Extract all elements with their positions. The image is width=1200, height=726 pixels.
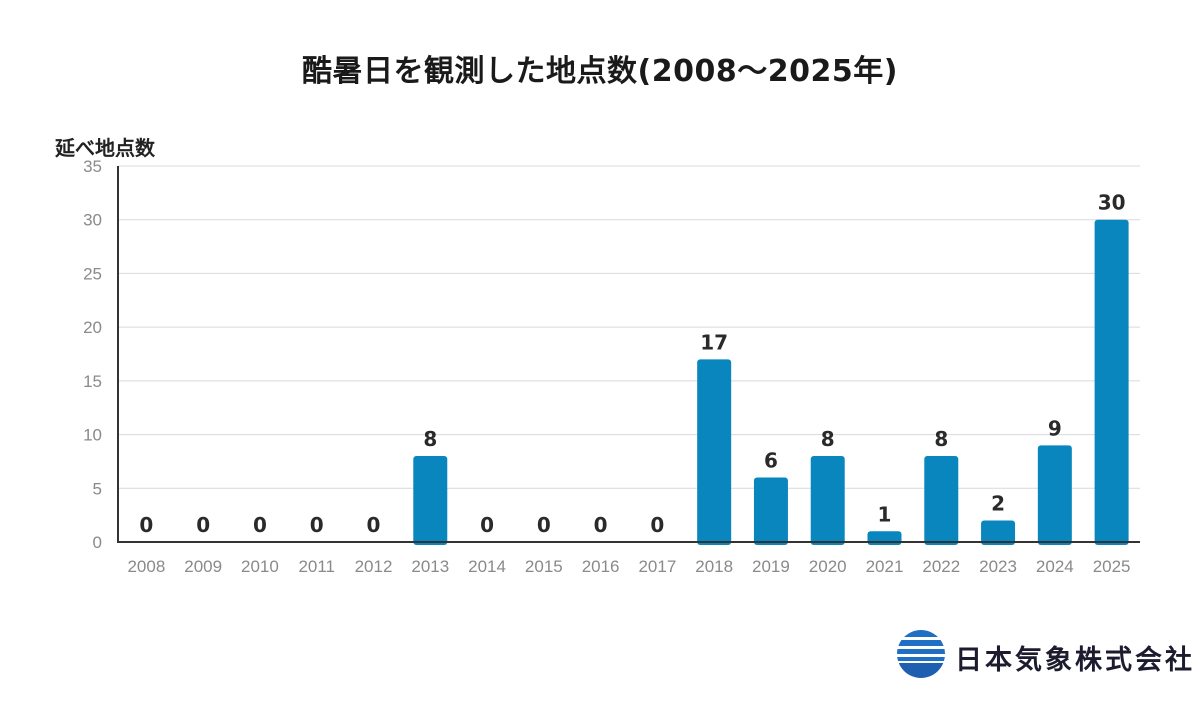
bar: [753, 477, 788, 545]
bar-value-label: 0: [196, 513, 210, 537]
bar-value-label: 8: [934, 427, 948, 451]
y-tick-label: 20: [83, 318, 102, 337]
bar-value-label: 0: [537, 513, 551, 537]
bar: [810, 456, 845, 545]
grid-lines: [118, 165, 1140, 489]
bar-value-label: 6: [764, 449, 778, 473]
bar-value-label: 0: [310, 513, 324, 537]
bar-value-label: 8: [821, 427, 835, 451]
bar-value-label: 30: [1098, 191, 1126, 215]
x-tick-label: 2019: [752, 557, 790, 576]
y-tick-label: 5: [93, 479, 102, 498]
x-tick-label: 2021: [866, 557, 904, 576]
bar-value-label: 2: [991, 492, 1005, 516]
bar: [924, 456, 959, 545]
bars: [413, 219, 1129, 545]
y-tick-label: 35: [83, 157, 102, 176]
globe-stripes-logo-icon: [897, 630, 945, 678]
chart-title: 酷暑日を観測した地点数(2008～2025年): [302, 54, 898, 89]
bar: [981, 520, 1016, 545]
y-tick-label: 30: [83, 211, 102, 230]
x-tick-label: 2017: [638, 557, 676, 576]
x-tick-label: 2008: [127, 557, 165, 576]
y-tick-labels: 0 5 10 15 20 25 30 35: [83, 157, 102, 552]
x-tick-label: 2022: [922, 557, 960, 576]
company-logo: 日本気象株式会社: [895, 628, 1192, 680]
y-tick-label: 10: [83, 426, 102, 445]
bar-value-label: 0: [253, 513, 267, 537]
x-tick-label: 2009: [184, 557, 222, 576]
bar-value-label: 0: [139, 513, 153, 537]
bar-value-label: 8: [423, 427, 437, 451]
x-tick-label: 2012: [355, 557, 393, 576]
x-tick-label: 2018: [695, 557, 733, 576]
bar: [1037, 445, 1072, 545]
x-tick-labels: 2008 2009 2010 2011 2012 2013 2014 2015 2016 2017…: [127, 557, 1130, 576]
x-tick-label: 2014: [468, 557, 506, 576]
x-tick-label: 2016: [582, 557, 620, 576]
x-tick-label: 2013: [411, 557, 449, 576]
x-tick-label: 2015: [525, 557, 563, 576]
company-name: 日本気象株式会社: [955, 645, 1195, 676]
bar-value-label: 9: [1048, 416, 1062, 440]
bar-value-label: 17: [700, 330, 728, 354]
x-tick-label: 2020: [809, 557, 847, 576]
y-tick-label: 15: [83, 372, 102, 391]
bar: [697, 359, 732, 545]
bar-value-label: 1: [878, 502, 892, 526]
bar-value-label: 0: [480, 513, 494, 537]
y-tick-label: 25: [83, 264, 102, 283]
x-tick-label: 2023: [979, 557, 1017, 576]
x-tick-label: 2025: [1093, 557, 1131, 576]
bar: [1094, 219, 1129, 545]
bar-value-label: 0: [367, 513, 381, 537]
y-tick-label: 0: [93, 533, 102, 552]
x-tick-label: 2011: [298, 557, 335, 576]
value-labels: 0 0 0 0 0 8 0 0 0 0 17 6 8 1 8 2 9 30: [139, 191, 1125, 537]
bar-value-label: 0: [594, 513, 608, 537]
bar-value-label: 0: [650, 513, 664, 537]
bar: [413, 456, 448, 545]
y-axis-label: 延べ地点数: [55, 136, 155, 160]
x-tick-label: 2024: [1036, 557, 1074, 576]
x-tick-label: 2010: [241, 557, 279, 576]
